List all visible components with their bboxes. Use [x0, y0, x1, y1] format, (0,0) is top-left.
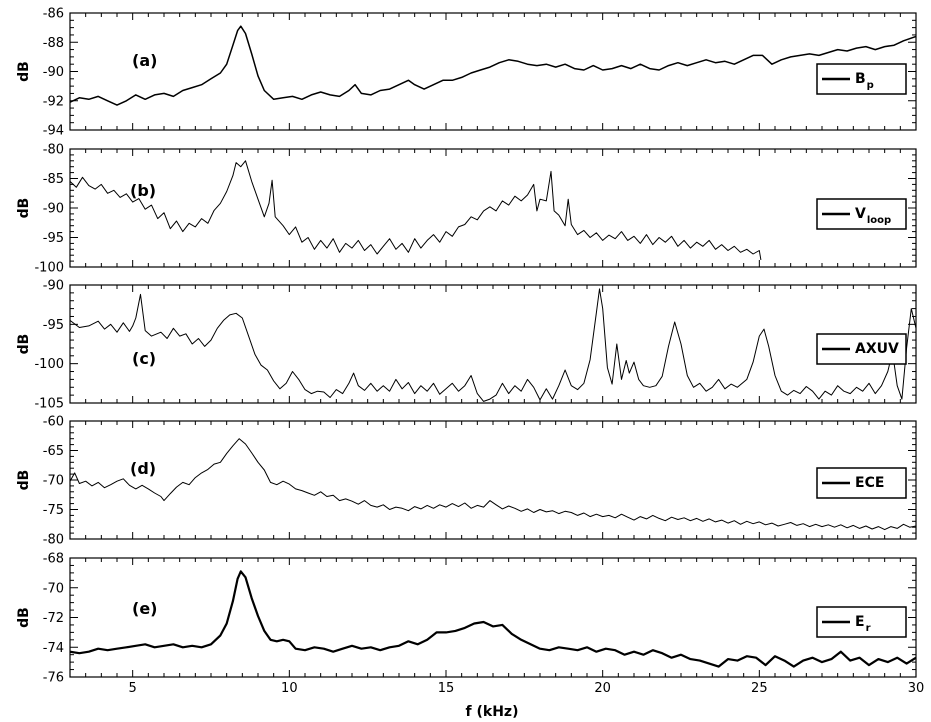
y-tick-label: -100 — [34, 261, 64, 276]
y-axis-label: dB — [16, 470, 32, 491]
legend-label: ECE — [855, 475, 884, 491]
y-tick-label: -72 — [43, 611, 64, 626]
legend-label: Bp — [855, 71, 874, 91]
plot-frame — [69, 557, 917, 678]
panel-c: -105 -100 -95 -90 dB (c) AXUV — [16, 279, 917, 412]
series-line — [70, 438, 916, 531]
legend-box — [816, 333, 907, 365]
series-line — [70, 25, 916, 106]
y-tick-label: -80 — [43, 533, 64, 548]
y-tick-label: -74 — [43, 641, 64, 656]
y-tick-label: -80 — [43, 143, 64, 158]
plot-frame — [69, 420, 917, 540]
panels-group: -94 -92 -90 -88 -86 dB (a) Bp -100 -95 -90 -85 -80 dB… — [16, 7, 924, 697]
plot-frame — [69, 284, 917, 404]
x-tick-label: 30 — [908, 681, 925, 696]
y-tick-label: -88 — [43, 36, 64, 51]
legend-label: AXUV — [855, 341, 899, 357]
panel-label: (d) — [130, 459, 156, 478]
y-tick-label: -92 — [43, 94, 64, 109]
y-tick-label: -85 — [43, 172, 64, 187]
y-tick-label: -60 — [43, 415, 64, 430]
y-tick-label: -95 — [43, 318, 64, 333]
y-tick-label: -90 — [43, 279, 64, 294]
panel-label: (b) — [130, 181, 156, 200]
y-tick-label: -70 — [43, 581, 64, 596]
x-tick-label: 10 — [281, 681, 298, 696]
y-tick-label: -100 — [34, 357, 64, 372]
y-tick-label: -90 — [43, 65, 64, 80]
y-tick-label: -90 — [43, 202, 64, 217]
series-line — [70, 160, 762, 260]
panel-label: (c) — [132, 349, 156, 368]
y-tick-label: -76 — [43, 671, 64, 686]
plot-frame — [69, 12, 917, 131]
legend-label: Vloop — [855, 206, 891, 226]
legend-label: Er — [855, 614, 871, 634]
y-tick-label: -86 — [43, 7, 64, 22]
x-tick-label: 20 — [594, 681, 611, 696]
panel-d: -80 -75 -70 -65 -60 dB (d) ECE — [16, 415, 917, 548]
y-tick-label: -94 — [43, 124, 64, 139]
y-tick-label: -95 — [43, 231, 64, 246]
y-tick-label: -68 — [43, 552, 64, 567]
x-axis-label: f (kHz) — [466, 704, 519, 720]
series-line — [70, 288, 916, 402]
y-tick-label: -65 — [43, 444, 64, 459]
y-tick-label: -70 — [43, 474, 64, 489]
panel-a: -94 -92 -90 -88 -86 dB (a) Bp — [16, 7, 917, 139]
x-tick-label: 25 — [751, 681, 768, 696]
y-axis-label: dB — [16, 61, 32, 82]
panel-label: (a) — [132, 51, 157, 70]
series-line — [70, 570, 916, 668]
y-tick-label: -105 — [34, 397, 64, 412]
x-tick-label: 15 — [438, 681, 455, 696]
y-axis-label: dB — [16, 334, 32, 355]
panel-e: 5 10 15 20 25 30 -76 -74 -72 -70 -68 dB (e) Er — [16, 552, 924, 697]
panel-label: (e) — [132, 599, 157, 618]
x-tick-label: 5 — [129, 681, 137, 696]
panel-b: -100 -95 -90 -85 -80 dB (b) Vloop — [16, 143, 917, 276]
y-axis-label: dB — [16, 198, 32, 219]
plot-frame — [69, 148, 917, 268]
y-axis-label: dB — [16, 607, 32, 628]
y-tick-label: -75 — [43, 503, 64, 518]
